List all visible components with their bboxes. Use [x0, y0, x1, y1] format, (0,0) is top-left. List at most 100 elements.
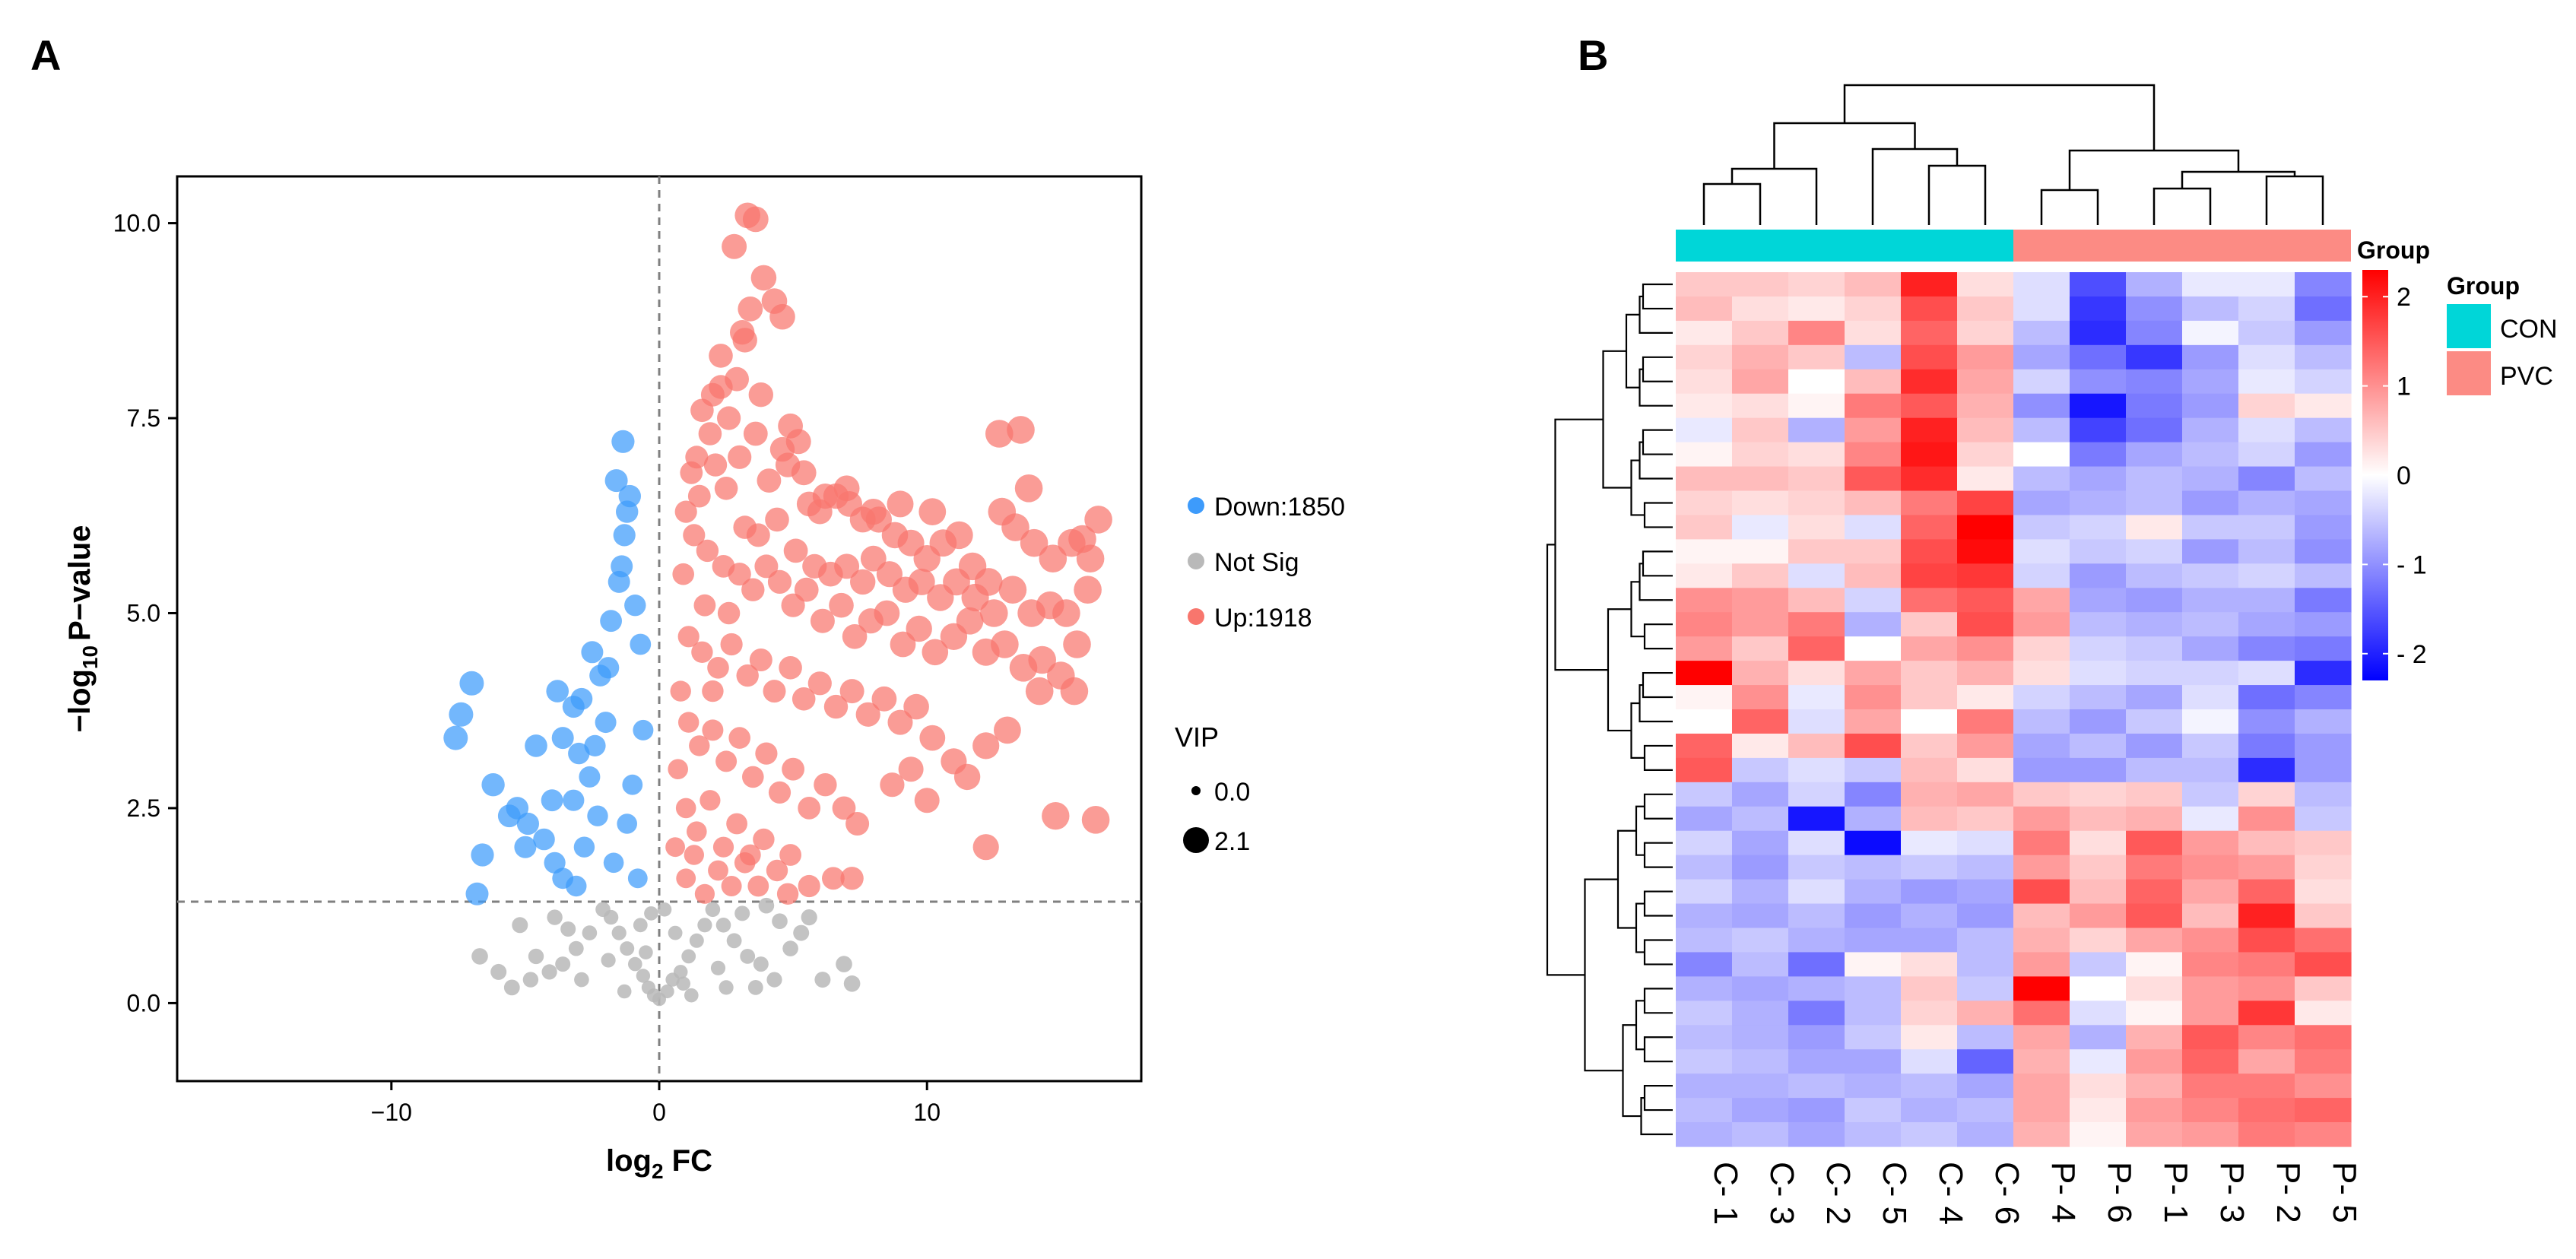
volcano-point-up: [1025, 677, 1054, 706]
volcano-point-down: [622, 774, 643, 795]
heatmap-cell: [2182, 393, 2239, 419]
y-label-pvalue: P−value: [63, 525, 97, 641]
heatmap-cell: [1901, 1001, 1958, 1026]
volcano-point-not-sig: [843, 975, 861, 992]
heatmap-cell: [1957, 442, 2014, 468]
volcano-point-up: [728, 445, 752, 469]
heatmap-cell: [2238, 490, 2295, 516]
heatmap-cell: [2295, 296, 2352, 322]
row-dendrogram-branch: [1642, 356, 1673, 382]
heatmap-cell: [2126, 320, 2183, 346]
heatmap-cell: [2295, 393, 2352, 419]
volcano-point-up: [829, 592, 854, 618]
row-dendrogram-branch: [1643, 502, 1673, 528]
volcano-point-up: [732, 328, 757, 353]
heatmap-cell: [2182, 442, 2239, 468]
volcano-point-not-sig: [710, 960, 726, 975]
volcano-point-up: [741, 578, 765, 601]
group-legend-con-swatch: [2447, 304, 2491, 348]
volcano-point-up: [712, 836, 734, 858]
column-label: P- 1: [2157, 1162, 2194, 1223]
heatmap-cell: [2126, 1049, 2183, 1074]
volcano-point-up: [698, 422, 722, 446]
volcano-point-up: [871, 686, 897, 712]
heatmap-cell: [1901, 976, 1958, 1001]
heatmap-cell: [2238, 539, 2295, 564]
volcano-point-up: [766, 859, 788, 882]
heatmap-cell: [1957, 903, 2014, 929]
heatmap-cell: [1957, 1122, 2014, 1147]
heatmap-cell: [2126, 661, 2183, 686]
volcano-point-up: [906, 615, 932, 642]
heatmap-cell: [1676, 490, 1733, 516]
volcano-points: [177, 176, 1141, 1081]
heatmap-cell: [2295, 344, 2352, 370]
heatmap-cell: [2238, 709, 2295, 734]
column-dendrogram-branch: [2181, 170, 2296, 189]
volcano-point-not-sig: [522, 972, 539, 988]
volcano-point-up: [898, 756, 924, 782]
heatmap-cell: [2126, 1073, 2183, 1099]
heatmap-cell: [1732, 1001, 1789, 1026]
x-label-fc: FC: [664, 1144, 712, 1178]
heatmap-cell: [2070, 588, 2127, 613]
volcano-point-up: [914, 788, 940, 813]
volcano-point-up: [998, 576, 1027, 604]
volcano-point-down: [618, 484, 641, 508]
heatmap-cell: [1732, 515, 1789, 540]
volcano-point-up: [677, 626, 700, 648]
volcano-point-down: [516, 812, 540, 836]
heatmap-cell: [2238, 612, 2295, 637]
volcano-point-up: [668, 759, 688, 779]
heatmap-cell: [1788, 757, 1845, 783]
heatmap-cell: [1676, 782, 1733, 807]
heatmap-cell: [1845, 952, 1902, 977]
group-bar-pvc: [2013, 230, 2351, 262]
heatmap-cell: [1788, 588, 1845, 613]
heatmap-cell: [1845, 1073, 1902, 1099]
volcano-point-not-sig: [512, 917, 528, 934]
volcano-point-not-sig: [676, 976, 690, 991]
heatmap-cell: [1957, 830, 2014, 856]
heatmap-cell: [2013, 903, 2070, 929]
volcano-point-up: [696, 539, 719, 563]
volcano-point-up: [750, 265, 777, 291]
heatmap-cell: [1788, 1049, 1845, 1074]
heatmap-cell: [2295, 563, 2352, 588]
heatmap-cell: [2126, 830, 2183, 856]
heatmap-cell: [2238, 442, 2295, 468]
heatmap-cell: [2070, 903, 2127, 929]
volcano-point-not-sig: [555, 956, 571, 972]
heatmap-cell: [1901, 344, 1958, 370]
volcano-point-up: [798, 874, 820, 898]
heatmap-cell: [1845, 806, 1902, 832]
heatmap-cell: [1957, 1001, 2014, 1026]
volcano-size-legend: VIP 0.0 2.1: [1175, 721, 1250, 856]
heatmap: Group C- 1 C- 3 C- 2 C- 5 C- 4 C- 6 P- 4 P- 6 P-…: [1546, 84, 2558, 1225]
heatmap-cell: [2238, 661, 2295, 686]
heatmap-cell: [2182, 272, 2239, 297]
volcano-point-not-sig: [582, 925, 598, 940]
heatmap-cell: [1676, 539, 1733, 564]
heatmap-cell: [2126, 588, 2183, 613]
volcano-point-not-sig: [601, 953, 616, 968]
colorbar-tick-label: 2: [2397, 283, 2411, 312]
volcano-point-up: [715, 750, 738, 772]
volcano-point-down: [481, 772, 505, 797]
volcano-point-not-sig: [668, 925, 683, 940]
heatmap-cell: [2070, 782, 2127, 807]
heatmap-cell: [1676, 417, 1733, 443]
heatmap-cell: [2126, 515, 2183, 540]
group-legend-pvc-swatch: [2447, 351, 2491, 395]
heatmap-cell: [1845, 539, 1902, 564]
volcano-point-up: [953, 763, 981, 791]
volcano-point-up: [672, 563, 694, 585]
heatmap-cell: [2070, 1122, 2127, 1147]
heatmap-cell: [2182, 588, 2239, 613]
heatmap-cell: [2238, 976, 2295, 1001]
heatmap-cell: [1788, 417, 1845, 443]
heatmap-cell: [1901, 709, 1958, 734]
heatmap-cell: [1788, 320, 1845, 346]
column-label: C- 2: [1819, 1162, 1857, 1225]
heatmap-cell: [1788, 636, 1845, 661]
